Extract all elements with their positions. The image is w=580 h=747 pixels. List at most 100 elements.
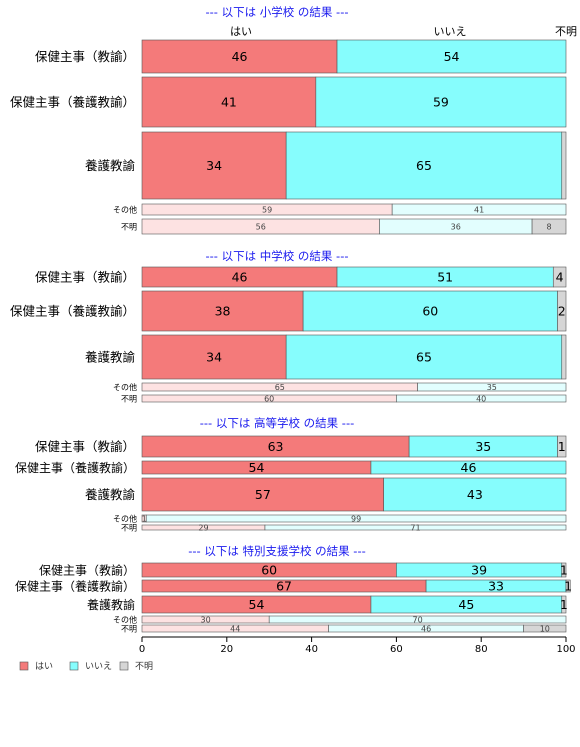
- data-label: 46: [232, 270, 248, 285]
- data-label: 10: [540, 624, 550, 633]
- row-label: 保健主事（養護教諭）: [15, 578, 135, 593]
- row-label: 保健主事（養護教諭）: [10, 304, 135, 319]
- x-tick-label: 60: [390, 644, 403, 655]
- row-label: 保健主事（教諭）: [35, 270, 135, 285]
- data-label: 1: [560, 563, 568, 578]
- bar-segment-no: [285, 131, 563, 200]
- data-label: 56: [256, 222, 266, 231]
- bar-segment-yes: [141, 76, 317, 128]
- data-label: 57: [255, 487, 271, 502]
- bar-segment-no: [336, 39, 567, 74]
- data-label: 41: [221, 95, 237, 110]
- data-label: 1: [142, 514, 147, 523]
- x-tick-label: 100: [556, 644, 575, 655]
- legend-label: 不明: [135, 661, 153, 672]
- row-label: その他: [113, 614, 137, 624]
- x-tick-label: 20: [220, 644, 233, 655]
- data-label: 65: [416, 350, 432, 365]
- bar-segment-yes: [141, 477, 384, 512]
- bar-segment-no: [396, 394, 567, 403]
- bar-segment-no: [370, 460, 567, 475]
- data-label: 71: [410, 523, 420, 532]
- data-label: 35: [487, 383, 497, 392]
- bar-segment-yes: [141, 131, 287, 200]
- row-label: 不明: [121, 222, 137, 231]
- data-label: 59: [262, 205, 272, 214]
- data-label: 43: [467, 487, 483, 502]
- bar-segment-unknown: [561, 595, 567, 614]
- bar-segment-unknown: [557, 290, 567, 332]
- group-title: --- 以下は 中学校 の結果 ---: [205, 249, 348, 263]
- data-label: 38: [215, 304, 231, 319]
- data-label: 39: [471, 563, 487, 578]
- bar-segment-yes: [141, 290, 304, 332]
- bar-segment-no: [315, 76, 567, 128]
- x-tick-label: 80: [475, 644, 488, 655]
- data-label: 65: [275, 383, 285, 392]
- bar-segment-unknown: [523, 624, 567, 633]
- row-label: 保健主事（教諭）: [35, 439, 135, 454]
- data-label: 60: [261, 563, 277, 578]
- bar-segment-unknown: [565, 579, 571, 593]
- data-label: 29: [198, 523, 208, 532]
- group-title: --- 以下は 特別支援学校 の結果 ---: [188, 544, 366, 558]
- top-label-yes: はい: [230, 25, 252, 38]
- data-label: 60: [264, 394, 274, 403]
- data-label: 44: [230, 624, 240, 633]
- row-label: その他: [113, 204, 137, 214]
- data-label: 67: [276, 579, 292, 594]
- bar-segment-unknown: [531, 218, 567, 235]
- row-label: その他: [113, 513, 137, 523]
- data-label: 30: [201, 615, 211, 624]
- row-label: 保健主事（教諭）: [39, 562, 135, 577]
- data-label: 46: [232, 49, 248, 64]
- legend-label: いいえ: [85, 661, 112, 672]
- data-label: 1: [560, 597, 568, 612]
- bar-segment-no: [383, 477, 567, 512]
- legend-swatch-unknown: [119, 661, 129, 671]
- data-label: 41: [474, 205, 484, 214]
- bar-segment-no: [268, 615, 567, 624]
- bar-segment-unknown: [561, 334, 567, 380]
- data-label: 1: [564, 579, 572, 594]
- data-label: 51: [437, 270, 453, 285]
- legend-label: はい: [35, 661, 53, 672]
- top-label-unknown: 不明: [555, 25, 577, 38]
- row-label: 不明: [121, 394, 137, 403]
- data-label: 36: [451, 222, 461, 231]
- bar-segment-no: [302, 290, 558, 332]
- bar-segment-no: [145, 514, 567, 523]
- data-label: 54: [249, 597, 265, 612]
- row-label: 保健主事（教諭）: [35, 49, 135, 64]
- data-label: 33: [488, 579, 504, 594]
- row-label: 不明: [121, 624, 137, 633]
- row-label: 養護教諭: [85, 350, 136, 365]
- group-title: --- 以下は 高等学校 の結果 ---: [200, 416, 355, 430]
- data-label: 35: [475, 439, 491, 454]
- data-label: 34: [206, 158, 222, 173]
- bar-segment-yes: [141, 39, 338, 74]
- data-label: 4: [556, 270, 564, 285]
- row-label: 養護教諭: [87, 597, 135, 612]
- data-label: 2: [558, 304, 566, 319]
- top-label-no: いいえ: [434, 25, 467, 38]
- data-label: 46: [461, 460, 477, 475]
- data-label: 34: [206, 350, 222, 365]
- bar-segment-no: [391, 203, 567, 216]
- bar-segment-no: [264, 524, 567, 531]
- legend-swatch-no: [69, 661, 79, 671]
- data-label: 46: [421, 624, 431, 633]
- x-tick-label: 0: [139, 644, 145, 655]
- group-title: --- 以下は 小学校 の結果 ---: [205, 5, 348, 19]
- legend-swatch-yes: [19, 661, 29, 671]
- data-label: 40: [476, 394, 486, 403]
- row-label: 養護教諭: [85, 158, 136, 173]
- data-label: 70: [413, 615, 423, 624]
- data-label: 59: [433, 95, 449, 110]
- bar-segment-unknown: [561, 131, 567, 200]
- row-label: 保健主事（養護教諭）: [10, 95, 135, 110]
- data-label: 8: [546, 222, 551, 231]
- bar-segment-unknown: [557, 435, 567, 458]
- x-tick-label: 40: [305, 644, 318, 655]
